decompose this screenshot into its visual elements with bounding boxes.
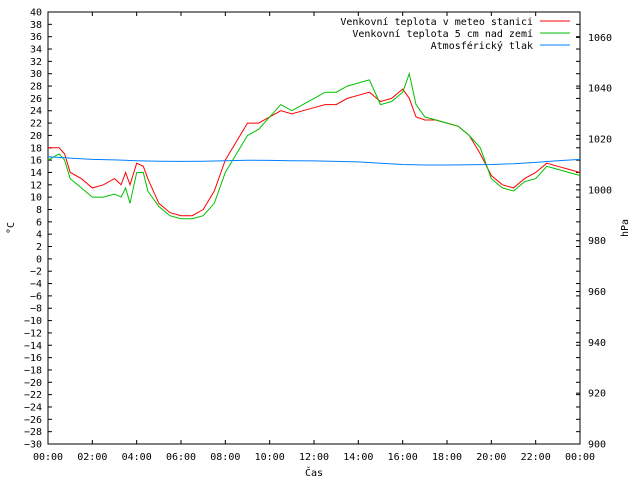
y-tick-label: −16 xyxy=(24,353,42,364)
y-tick-label: 26 xyxy=(30,94,42,105)
x-tick-label: 10:00 xyxy=(255,452,285,463)
legend-label-3: Atmosférický tlak xyxy=(431,40,533,52)
y-tick-label: 40 xyxy=(30,8,42,19)
y2-tick-label: 960 xyxy=(588,287,606,298)
y-tick-label: −18 xyxy=(24,365,42,376)
y-tick-label: 4 xyxy=(36,230,42,241)
series-line-1 xyxy=(48,88,581,217)
x-tick-label: 18:00 xyxy=(432,452,462,463)
y-tick-label: 0 xyxy=(36,254,42,265)
x-axis-label: Čas xyxy=(305,466,323,479)
y-tick-label: 18 xyxy=(30,143,42,154)
y-tick-label: 32 xyxy=(30,57,42,68)
y-tick-label: 22 xyxy=(30,119,42,130)
y-tick-label: −26 xyxy=(24,415,42,426)
y2-tick-label: 1040 xyxy=(588,84,612,95)
y-tick-label: −22 xyxy=(24,390,42,401)
y2-axis-ticks: 1060 1040 1020 1000 980 960 940 920 900 xyxy=(576,33,612,451)
legend-label-2: Venkovní teplota 5 cm nad zemí xyxy=(352,28,533,40)
series-line-2 xyxy=(47,71,581,220)
x-tick-label: 16:00 xyxy=(388,452,418,463)
y-tick-label: −24 xyxy=(24,402,42,413)
y-tick-label: 24 xyxy=(30,106,42,117)
series-lines xyxy=(47,71,581,220)
y2-tick-label: 1060 xyxy=(588,33,612,44)
y-tick-label: −10 xyxy=(24,316,42,327)
x-tick-label: 04:00 xyxy=(122,452,152,463)
y-tick-label: −8 xyxy=(30,304,42,315)
y2-tick-label: 1000 xyxy=(588,185,612,196)
y-axis-ticks: 4038363432302826242220181614121086420−2−… xyxy=(24,8,580,451)
x-tick-label: 14:00 xyxy=(343,452,373,463)
y2-axis-label: hPa xyxy=(620,219,631,237)
y2-tick-label: 900 xyxy=(588,440,606,451)
y2-tick-label: 940 xyxy=(588,338,606,349)
y2-tick-label: 1020 xyxy=(588,135,612,146)
y-tick-label: 30 xyxy=(30,69,42,80)
x-tick-label: 02:00 xyxy=(77,452,107,463)
y-tick-label: −12 xyxy=(24,328,42,339)
legend-label-1: Venkovní teplota v meteo stanici xyxy=(340,16,533,28)
plot-frame xyxy=(47,11,581,445)
y-tick-label: 10 xyxy=(30,193,42,204)
y-tick-label: −4 xyxy=(30,279,42,290)
y-tick-label: 16 xyxy=(30,156,42,167)
y-tick-label: 14 xyxy=(30,168,42,179)
y-tick-label: 34 xyxy=(30,45,42,56)
x-tick-label: 00:00 xyxy=(33,452,63,463)
y-tick-label: −20 xyxy=(24,378,42,389)
series-line-3 xyxy=(47,156,581,166)
y2-tick-label: 920 xyxy=(588,389,606,400)
y-tick-label: −30 xyxy=(24,440,42,451)
y-tick-label: 2 xyxy=(36,242,42,253)
y-tick-label: −28 xyxy=(24,427,42,438)
x-tick-label: 12:00 xyxy=(299,452,329,463)
y-tick-label: 12 xyxy=(30,180,42,191)
x-tick-label: 08:00 xyxy=(210,452,240,463)
y2-tick-label: 980 xyxy=(588,236,606,247)
y-tick-label: 38 xyxy=(30,20,42,31)
x-axis-ticks: 00:00 02:00 04:00 06:00 08:00 10:00 12:00 14:00… xyxy=(33,12,595,463)
y-tick-label: −6 xyxy=(30,291,42,302)
y-axis-label: °C xyxy=(6,222,17,234)
y-tick-label: 20 xyxy=(30,131,42,142)
legend: Venkovní teplota v meteo staniciVenkovní… xyxy=(340,16,570,52)
x-tick-label: 06:00 xyxy=(166,452,196,463)
y-tick-label: −14 xyxy=(24,341,42,352)
y-tick-label: 8 xyxy=(36,205,42,216)
y-tick-label: 6 xyxy=(36,217,42,228)
y-tick-label: −2 xyxy=(30,267,42,278)
x-tick-label: 20:00 xyxy=(476,452,506,463)
y-tick-label: 28 xyxy=(30,82,42,93)
x-tick-label: 00:00 xyxy=(565,452,595,463)
y-tick-label: 36 xyxy=(30,32,42,43)
x-tick-label: 22:00 xyxy=(521,452,551,463)
